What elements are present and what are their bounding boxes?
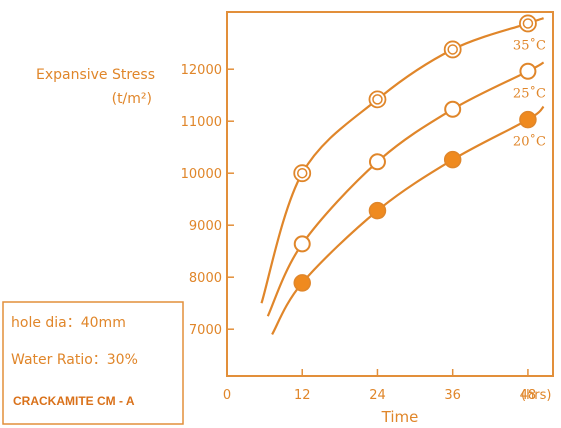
x-tick-label: 48 <box>520 388 537 403</box>
x-axis-unit: (hrs) <box>521 388 552 403</box>
y-tick-label: 8000 <box>189 271 222 286</box>
data-point-open <box>519 62 537 80</box>
data-point-double-ring <box>368 90 387 109</box>
series-line <box>271 105 545 335</box>
data-point-filled <box>293 274 311 292</box>
series-label: 20˚C <box>513 134 546 150</box>
water-ratio-label: Water Ratio：30% <box>11 352 138 368</box>
axis-ticks: 0 12 24 36 48 7000 8000 9000 10000 11000 12000 <box>181 63 537 403</box>
series-markers <box>293 14 537 292</box>
y-tick-label: 7000 <box>189 323 222 338</box>
x-tick-label: 12 <box>294 388 311 403</box>
y-axis-unit: (t/m²) <box>112 91 152 107</box>
condition-note-box: hole dia：40mm Water Ratio：30% CRACKAMITE… <box>2 301 184 425</box>
data-point-filled <box>443 150 462 169</box>
x-tick-label: 24 <box>369 388 386 403</box>
series-line <box>260 17 544 304</box>
x-axis-title: Time <box>381 408 419 426</box>
data-point-double-ring <box>443 40 462 59</box>
y-tick-label: 10000 <box>181 167 222 182</box>
x-tick-label: 0 <box>223 388 231 403</box>
plot-frame <box>226 11 554 377</box>
data-point-double-ring <box>293 164 312 183</box>
y-axis-title: Expansive Stress <box>36 67 155 83</box>
series-label: 25˚C <box>513 85 546 101</box>
series-labels: 35˚C 25˚C 20˚C <box>513 37 546 149</box>
data-point-open <box>368 153 386 171</box>
y-tick-label: 11000 <box>181 115 222 130</box>
y-tick-label: 9000 <box>189 219 222 234</box>
data-point-filled <box>519 110 537 129</box>
product-name-label: CRACKAMITE CM - A <box>13 394 135 408</box>
data-point-double-ring <box>519 14 537 33</box>
x-tick-label: 36 <box>444 388 461 403</box>
data-point-filled <box>368 201 387 220</box>
y-tick-label: 12000 <box>181 63 222 78</box>
data-point-open <box>444 100 462 118</box>
series-label: 35˚C <box>513 37 546 53</box>
data-point-open <box>293 235 311 253</box>
hole-dia-label: hole dia：40mm <box>11 315 126 331</box>
